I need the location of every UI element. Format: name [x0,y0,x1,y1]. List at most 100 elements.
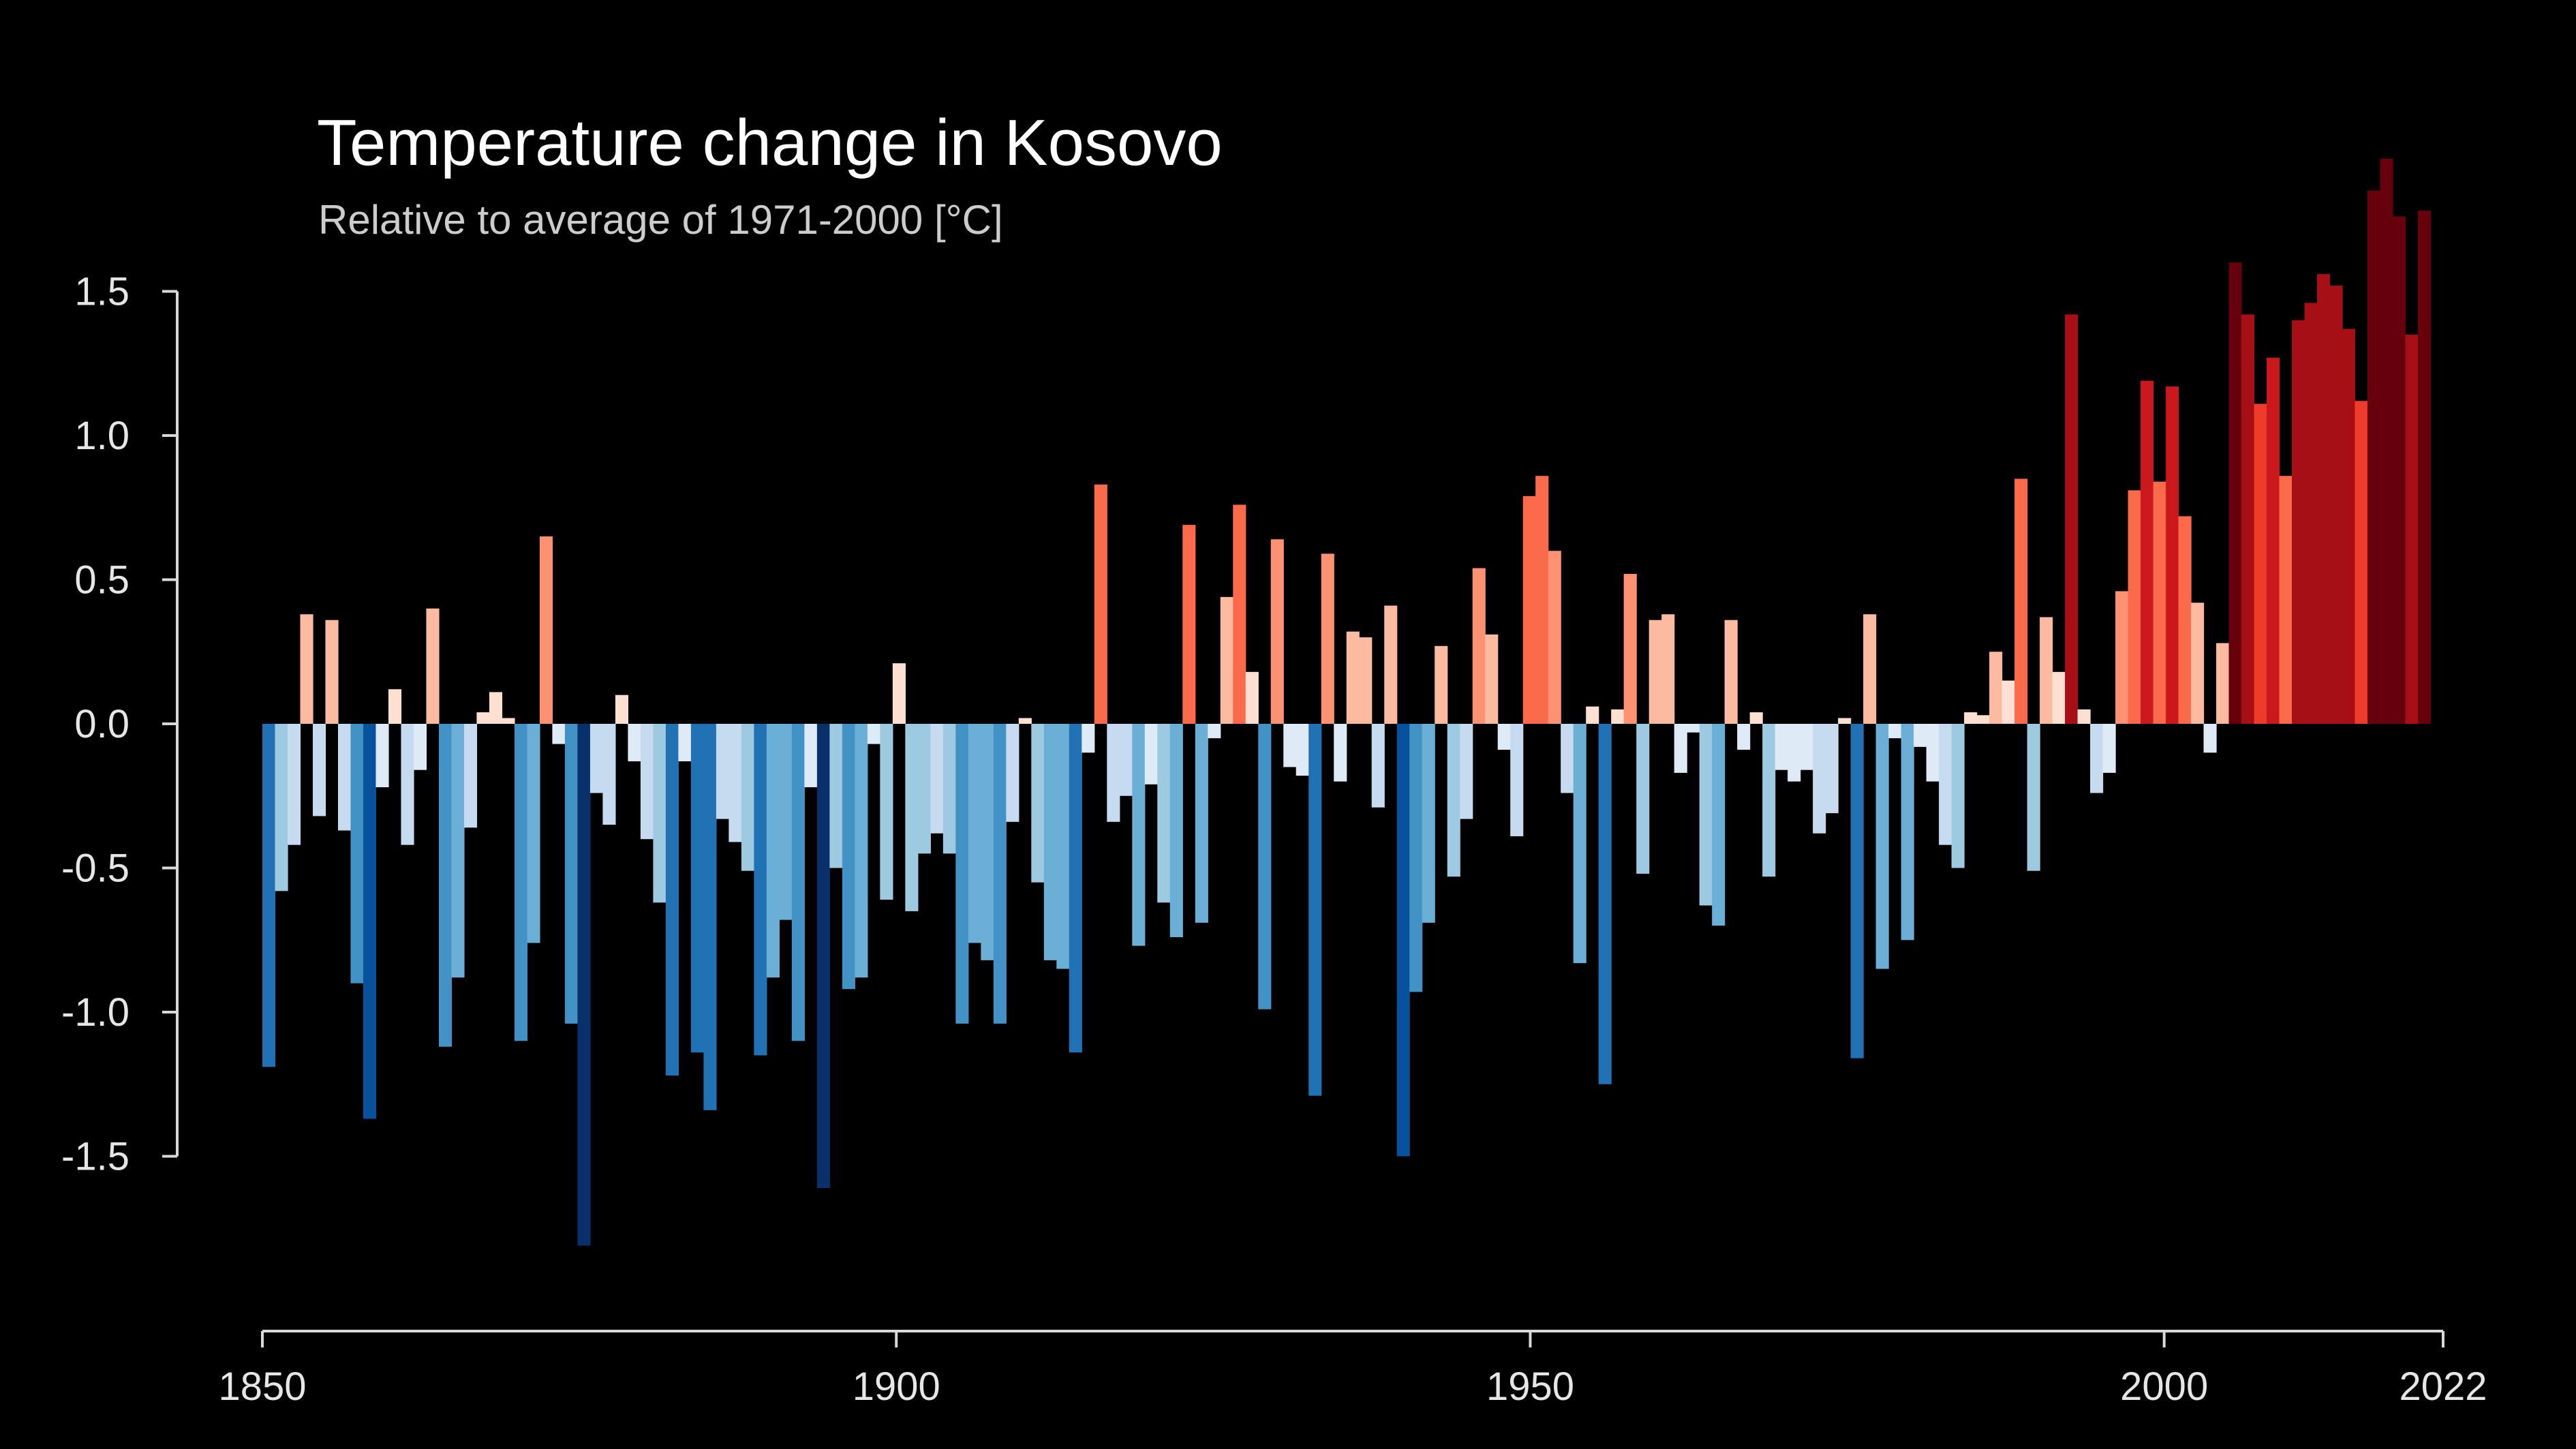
bar-1901 [905,724,919,911]
bar-1865 [451,724,465,978]
bar-1970 [1775,724,1788,770]
bar-1862 [413,724,427,770]
y-tick-label: 0.5 [74,558,129,603]
bar-1861 [401,724,414,845]
x-axis: 1850 1900 1950 2000 2022 [218,1330,2487,1409]
bar-1972 [1800,724,1813,770]
bar-1956 [1598,724,1612,1084]
bar-2017 [2367,190,2381,724]
bar-1906 [968,724,981,943]
bar-2002 [2178,516,2192,724]
bar-1855 [325,620,339,724]
bar-1951 [1535,476,1549,724]
bar-1958 [1623,574,1637,724]
y-tick-label: 1.0 [74,414,129,458]
bar-1919 [1132,724,1146,946]
bar-1904 [942,724,956,854]
bar-1872 [539,536,553,724]
bar-1890 [766,724,780,978]
bar-1933 [1308,724,1322,1096]
bar-1987 [1989,652,2003,724]
bar-1946 [1472,568,1486,724]
bar-1897 [855,724,868,978]
bar-1851 [275,724,288,891]
bar-1995 [2090,724,2104,793]
bar-1887 [729,724,742,842]
bar-1896 [842,724,855,990]
bar-1927 [1233,504,1246,724]
bar-1975 [1838,718,1852,724]
bar-1943 [1435,645,1448,724]
bar-1894 [816,724,830,1189]
bar-1985 [1964,712,1978,724]
bar-2004 [2203,724,2217,753]
bar-1966 [1724,620,1738,724]
bar-1954 [1573,724,1586,964]
bar-1869 [502,718,515,724]
chart-subtitle: Relative to average of 1971-2000 [°C] [318,197,1003,243]
bar-1902 [917,724,931,854]
bar-1979 [1888,724,1902,739]
bar-1850 [262,724,276,1067]
bar-1879 [628,724,641,761]
bar-1910 [1018,718,1032,724]
bar-1860 [388,689,402,724]
bar-1978 [1875,724,1889,969]
bar-1998 [2128,490,2141,724]
bar-2001 [2166,386,2179,724]
bar-1969 [1762,724,1776,877]
bar-1874 [564,724,579,1024]
x-tick-label: 1900 [853,1364,940,1409]
bar-1864 [438,724,453,1047]
bar-1962 [1674,724,1687,773]
bar-1929 [1258,724,1272,1009]
bar-1990 [2027,724,2040,871]
bar-1878 [615,695,629,724]
bar-1945 [1460,724,1473,819]
bar-1856 [337,724,352,831]
bar-1866 [463,724,478,828]
bar-1920 [1144,724,1158,784]
bar-1948 [1497,724,1511,750]
bar-1925 [1208,724,1221,739]
bar-1875 [577,724,591,1246]
bar-1857 [350,724,364,983]
bar-1963 [1687,724,1700,733]
bar-1859 [375,724,389,788]
x-tick-label: 2022 [2399,1364,2487,1409]
bar-1915 [1082,724,1095,753]
bar-1996 [2102,724,2116,773]
bar-1903 [930,724,944,834]
bar-1914 [1069,724,1082,1053]
x-tick-label: 1950 [1486,1364,1574,1409]
bar-1854 [312,724,326,817]
bar-1953 [1561,724,1574,793]
y-tick-label: 1.5 [74,270,129,314]
bar-1863 [426,608,440,724]
bar-1916 [1094,484,1107,724]
bar-1988 [2002,680,2015,724]
bar-1893 [804,724,818,788]
bar-1984 [1951,724,1965,868]
bar-1997 [2115,591,2129,724]
bar-1889 [754,724,767,1056]
bar-1922 [1169,724,1183,938]
bar-1870 [514,724,528,1041]
bar-1991 [2040,617,2053,724]
bar-2015 [2342,329,2356,724]
bar-1936 [1346,631,1360,724]
bar-1924 [1195,724,1208,923]
bar-1968 [1749,712,1763,724]
bar-1928 [1245,671,1259,724]
bar-1923 [1182,525,1196,724]
bar-1884 [690,724,704,1053]
bar-1989 [2014,478,2028,724]
y-tick-label: 0.0 [74,702,129,746]
bar-1886 [716,724,729,819]
bar-2011 [2292,320,2305,724]
bar-1905 [955,724,969,1024]
bar-2003 [2191,603,2205,724]
bar-1973 [1813,724,1826,834]
bar-1895 [829,724,843,868]
bar-1873 [552,724,566,744]
